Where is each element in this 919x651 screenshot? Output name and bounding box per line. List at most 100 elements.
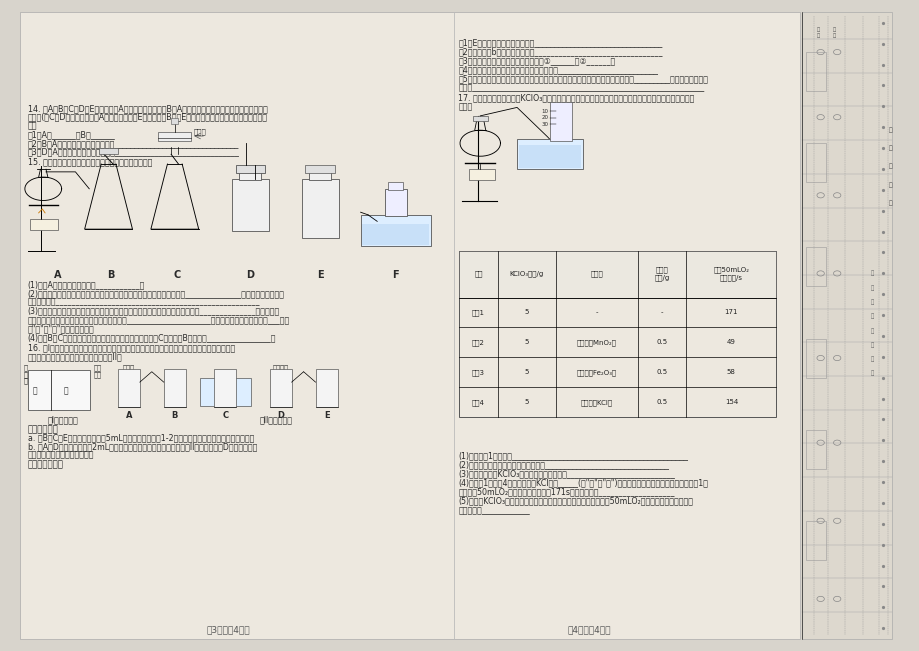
Text: 填"正"或"倒"）放在桌面上。: 填"正"或"倒"）放在桌面上。: [28, 324, 95, 333]
Text: C: C: [173, 270, 180, 280]
Text: 5: 5: [524, 309, 528, 316]
Text: (1)设置实验1的目的是____________________________________________: (1)设置实验1的目的是____________________________…: [458, 451, 687, 460]
Text: E: E: [323, 411, 329, 420]
Bar: [805, 52, 825, 91]
Text: 58: 58: [726, 369, 735, 376]
Text: (4)装置B和C都能用作实验室制取二氧化碳的发生装置，置C相对装置B的优点是________________。: (4)装置B和C都能用作实验室制取二氧化碳的发生装置，置C相对装置B的优点是__…: [28, 333, 276, 342]
Text: 5: 5: [524, 399, 528, 406]
Text: 条: 条: [888, 146, 891, 151]
Text: KClO₃质量/g: KClO₃质量/g: [509, 271, 543, 277]
Text: 时要先将导管撤出水面，再熄灭酒精灯，原因是_____________________，收集满氧气的集气瓶应该___（选: 时要先将导管撤出水面，再熄灭酒精灯，原因是___________________…: [28, 316, 289, 325]
Text: 理由是__________________________________________________________: 理由是_____________________________________…: [458, 83, 704, 92]
Text: 形: 形: [888, 164, 891, 169]
Text: 【实验操作】: 【实验操作】: [28, 425, 58, 434]
Text: 相同时间内____________: 相同时间内____________: [458, 506, 529, 515]
Text: B: B: [107, 270, 114, 280]
Bar: [118, 369, 140, 407]
Text: 氧化铁（Fe₂O₃）: 氧化铁（Fe₂O₃）: [576, 369, 617, 376]
Text: 有热水的烧杯中，观察几分钟。: 有热水的烧杯中，观察几分钟。: [28, 450, 94, 460]
Bar: [239, 171, 261, 180]
Text: 171: 171: [724, 309, 737, 316]
Text: （2）进行操作b时观察到的现象是________________________________: （2）进行操作b时观察到的现象是________________________…: [458, 47, 662, 56]
Text: 考: 考: [869, 299, 873, 305]
Text: 实验4: 实验4: [471, 399, 484, 406]
Text: 10: 10: [540, 109, 548, 114]
Text: 得: 得: [832, 27, 835, 32]
Text: 继续收集50mLO₂，所需时间明显少于171s，解释原因：___________________: 继续收集50mLO₂，所需时间明显少于171s，解释原因：___________…: [458, 488, 674, 497]
Bar: [305, 165, 335, 173]
Text: 分: 分: [832, 33, 835, 38]
Text: B: B: [172, 411, 177, 420]
Text: (2)实验室用高锰酸钾和二氧化锰混合加热制取氧气，应选择的发生装置是______________（填字母），反应的: (2)实验室用高锰酸钾和二氧化锰混合加热制取氧气，应选择的发生装置是______…: [28, 289, 284, 298]
Text: 水: 水: [24, 378, 28, 384]
Text: b. 在A、D试管中分别加入2mL液氨水，立即用橡皮塞的导管按实验图II连接好，并将D试管放置在盛: b. 在A、D试管中分别加入2mL液氨水，立即用橡皮塞的导管按实验图II连接好，…: [28, 442, 256, 451]
Text: (5)要比较KClO₃分解反应中不同催化剂的催化效果，除了测量收集50mLO₂所需时间外，还可以测量: (5)要比较KClO₃分解反应中不同催化剂的催化效果，除了测量收集50mLO₂所…: [458, 497, 692, 506]
Text: (1)装置A中一种仪器的名称为___________。: (1)装置A中一种仪器的名称为___________。: [28, 280, 145, 289]
Text: 17. 某兴趣小组对氯酸钾（KClO₃）分解反应的催化剂进行研究，在相同的加热条件下，用下图装置完成本: 17. 某兴趣小组对氯酸钾（KClO₃）分解反应的催化剂进行研究，在相同的加热条…: [458, 94, 694, 103]
Bar: [28, 370, 90, 410]
Bar: [235, 165, 265, 173]
Text: （2）B与A发生反应的文字表达式是：_______________________________: （2）B与A发生反应的文字表达式是：______________________…: [28, 139, 239, 148]
Text: 实验：: 实验：: [458, 103, 471, 112]
Text: 二氧化（MnO₂）: 二氧化（MnO₂）: [576, 339, 617, 346]
Text: 0.5: 0.5: [656, 369, 667, 376]
Text: 的气体(体C、D是黑色固体，在A中燃烧生成气体E，将燃烧的B放入E中可继光，请根据以上所述回答下列问: 的气体(体C、D是黑色固体，在A中燃烧生成气体E，将燃烧的B放入E中可继光，请根…: [28, 113, 267, 122]
Text: 氨: 氨: [24, 371, 28, 378]
Text: 缺: 缺: [869, 271, 873, 276]
Text: 贴: 贴: [888, 128, 891, 133]
Bar: [805, 430, 825, 469]
Text: 0.5: 0.5: [656, 339, 667, 346]
Text: 第3页（共4页）: 第3页（共4页）: [206, 625, 250, 634]
Text: 30: 30: [540, 122, 548, 127]
Text: （5）小明认为还需加对比实验检验除水是否有参加反应的干扰，你认为小明的说法_________（填正确或错误）: （5）小明认为还需加对比实验检验除水是否有参加反应的干扰，你认为小明的说法___…: [458, 74, 708, 83]
Bar: [384, 189, 406, 216]
Bar: [360, 215, 430, 246]
Text: (4)由实验1和实验4可知氯化钾（KCl），_____(填"有"或"无")催化作用，维持加热条件不变，用实验1再: (4)由实验1和实验4可知氯化钾（KCl），_____(填"有"或"无")催化作…: [458, 478, 708, 488]
Text: 16. 图I是小明按课本进行的一个化学实验，在实验时同学们闻到了一股难闻的刺激性气味，于是: 16. 图I是小明按课本进行的一个化学实验，在实验时同学们闻到了一股难闻的刺激性…: [28, 343, 234, 352]
Text: 里: 里: [63, 386, 69, 395]
Bar: [805, 521, 825, 560]
Text: 号: 号: [816, 33, 820, 38]
Bar: [269, 369, 291, 407]
Text: 考: 考: [869, 285, 873, 290]
Text: F: F: [391, 270, 399, 280]
Text: (3)写出氯酸钾（KClO₃）分解的文字表达式：___________________________: (3)写出氯酸钾（KClO₃）分解的文字表达式：________________…: [458, 469, 675, 478]
Text: 酚酞溶液: 酚酞溶液: [272, 365, 289, 371]
Text: a. 向B、C、E三支试管分别加入5mL的蒸馏水，各滴入1-2滴无色酚酞溶液，振荡，观察颜色颜色: a. 向B、C、E三支试管分别加入5mL的蒸馏水，各滴入1-2滴无色酚酞溶液，振…: [28, 434, 254, 443]
Bar: [516, 139, 583, 169]
Bar: [171, 118, 178, 124]
Text: 5: 5: [524, 369, 528, 376]
Text: 止: 止: [869, 342, 873, 348]
Text: 题: 题: [816, 27, 820, 32]
Text: -: -: [596, 309, 597, 316]
Text: (2)表中三种催化剂的催化效果最佳的是_______________________________: (2)表中三种催化剂的催化效果最佳的是_____________________…: [458, 460, 668, 469]
Bar: [801, 12, 891, 639]
Text: 第4页（共4页）: 第4页（共4页）: [566, 625, 610, 634]
Text: 小明对原实验装置进行了改进，装置如图II。: 小明对原实验装置进行了改进，装置如图II。: [28, 352, 122, 361]
Text: D: D: [277, 411, 284, 420]
Text: 液氨水: 液氨水: [122, 365, 135, 371]
Text: 题：: 题：: [28, 121, 37, 130]
Bar: [315, 369, 337, 407]
Text: 15. 下图是初中化学常用的实验装置，请回答下列问题：: 15. 下图是初中化学常用的实验装置，请回答下列问题：: [28, 157, 152, 166]
Text: 5: 5: [524, 339, 528, 346]
Text: (3)实验室用高锰酸钾制取氧气时，连接好仪器装置，在装入药品前要检查装置的______________，实验结束: (3)实验室用高锰酸钾制取氧气时，连接好仪器装置，在装入药品前要检查装置的___…: [28, 307, 279, 316]
Text: 溶液: 溶液: [94, 371, 102, 378]
Text: 文字表达式是___________________________________________________: 文字表达式是__________________________________…: [28, 298, 260, 307]
Text: A: A: [125, 411, 132, 420]
Bar: [301, 179, 338, 238]
Text: 图I（改进前）: 图I（改进前）: [47, 415, 78, 424]
Text: 实验2: 实验2: [471, 339, 484, 346]
Text: 收集50mLO₂
所需时间/s: 收集50mLO₂ 所需时间/s: [712, 267, 749, 281]
Bar: [214, 369, 236, 407]
Bar: [199, 378, 251, 406]
Bar: [805, 143, 825, 182]
Text: 20: 20: [540, 115, 548, 120]
Text: 编号: 编号: [473, 271, 482, 277]
Text: 【分析讨论】：: 【分析讨论】：: [28, 460, 63, 469]
Text: E: E: [316, 270, 323, 280]
Text: 154: 154: [724, 399, 737, 406]
Text: 热水: 热水: [221, 389, 229, 395]
Bar: [164, 369, 186, 407]
Text: D: D: [246, 270, 254, 280]
